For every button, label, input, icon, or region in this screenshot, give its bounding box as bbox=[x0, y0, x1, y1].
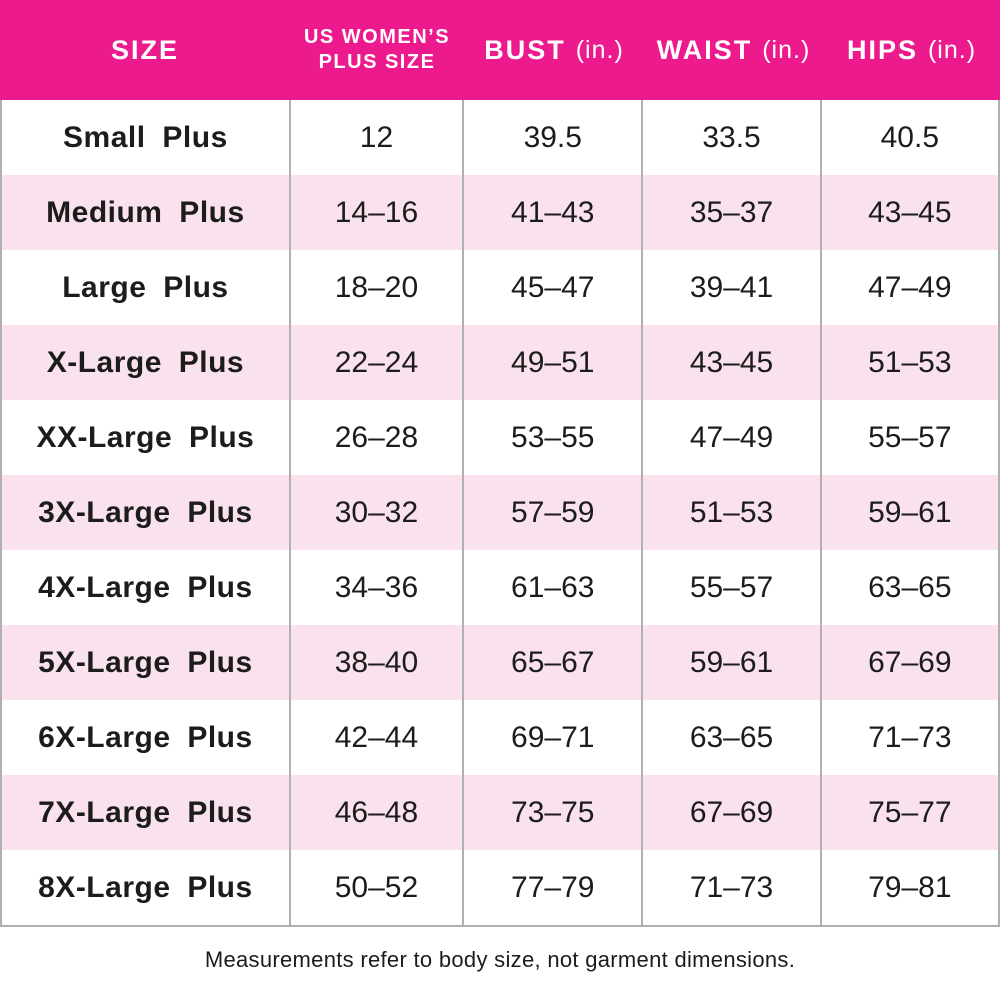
column-header-unit: (in.) bbox=[927, 35, 977, 64]
cell-waist: 35–37 bbox=[643, 175, 822, 250]
cell-size: 3X-Large Plus bbox=[2, 475, 291, 550]
column-header-label: SIZE bbox=[110, 34, 179, 65]
cell-hips: 51–53 bbox=[868, 345, 952, 379]
table-row: X-Large Plus 22–24 49–51 43–45 51–53 bbox=[2, 325, 998, 400]
cell-waist: 39–41 bbox=[643, 250, 822, 325]
column-header-unit: (in.) bbox=[575, 35, 624, 64]
table-row: Small Plus 12 39.5 33.5 40.5 bbox=[2, 100, 998, 175]
cell-bust: 61–63 bbox=[464, 550, 644, 625]
table-header-row: SIZE US WOMEN’S PLUS SIZE BUST (in.) WAIST (i… bbox=[0, 0, 1000, 100]
cell-bust: 77–79 bbox=[464, 850, 644, 925]
cell-hips: 55–57 bbox=[868, 420, 952, 454]
cell-size: 8X-Large Plus bbox=[2, 850, 291, 925]
cell-hips: 71–73 bbox=[868, 720, 952, 754]
cell-us-womens-plus-size: 22–24 bbox=[291, 325, 465, 400]
cell-waist: 71–73 bbox=[643, 850, 822, 925]
column-header-unit: (in.) bbox=[762, 35, 811, 64]
column-header-label: HIPS bbox=[846, 34, 918, 65]
column-header-size: SIZE bbox=[0, 0, 290, 100]
cell-hips: 63–65 bbox=[868, 570, 952, 604]
cell-us-womens-plus-size: 46–48 bbox=[291, 775, 465, 850]
cell-size: 5X-Large Plus bbox=[2, 625, 291, 700]
cell-size: 4X-Large Plus bbox=[2, 550, 291, 625]
cell-bust: 49–51 bbox=[464, 325, 644, 400]
cell-us-womens-plus-size: 50–52 bbox=[291, 850, 465, 925]
cell-us-womens-plus-size: 30–32 bbox=[291, 475, 465, 550]
cell-us-womens-plus-size: 38–40 bbox=[291, 625, 465, 700]
table-row: 4X-Large Plus 34–36 61–63 55–57 63–65 bbox=[2, 550, 998, 625]
table-row: 6X-Large Plus 42–44 69–71 63–65 71–73 bbox=[2, 700, 998, 775]
column-header-label: BUST bbox=[484, 34, 566, 65]
cell-waist: 63–65 bbox=[643, 700, 822, 775]
cell-waist: 47–49 bbox=[643, 400, 822, 475]
cell-us-womens-plus-size: 26–28 bbox=[291, 400, 465, 475]
column-header-us-womens-plus-size: US WOMEN’S PLUS SIZE bbox=[290, 0, 464, 100]
column-header-label: WAIST bbox=[656, 34, 753, 65]
table-body: Small Plus 12 39.5 33.5 40.5 Medium Plus 14–16… bbox=[0, 100, 1000, 927]
table-row: 8X-Large Plus 50–52 77–79 71–73 79–81 bbox=[2, 850, 998, 925]
footnote: Measurements refer to body size, not gar… bbox=[204, 947, 796, 972]
cell-size: X-Large Plus bbox=[2, 325, 291, 400]
cell-size: XX-Large Plus bbox=[2, 400, 291, 475]
cell-bust: 69–71 bbox=[464, 700, 644, 775]
cell-waist: 43–45 bbox=[643, 325, 822, 400]
cell-size: 7X-Large Plus bbox=[2, 775, 291, 850]
cell-bust: 45–47 bbox=[464, 250, 644, 325]
cell-size: Large Plus bbox=[2, 250, 291, 325]
cell-bust: 65–67 bbox=[464, 625, 644, 700]
table-row: Large Plus 18–20 45–47 39–41 47–49 bbox=[2, 250, 998, 325]
cell-hips: 43–45 bbox=[868, 195, 952, 229]
cell-hips: 40.5 bbox=[880, 120, 939, 154]
cell-hips: 67–69 bbox=[868, 645, 952, 679]
column-header-bust: BUST (in.) bbox=[464, 0, 644, 100]
cell-waist: 55–57 bbox=[643, 550, 822, 625]
cell-waist: 33.5 bbox=[643, 100, 822, 175]
cell-bust: 53–55 bbox=[464, 400, 644, 475]
column-header-label: US WOMEN’S PLUS SIZE bbox=[303, 26, 451, 73]
cell-bust: 73–75 bbox=[464, 775, 644, 850]
cell-us-womens-plus-size: 34–36 bbox=[291, 550, 465, 625]
table-row: Medium Plus 14–16 41–43 35–37 43–45 bbox=[2, 175, 998, 250]
cell-hips: 47–49 bbox=[868, 270, 952, 304]
cell-waist: 67–69 bbox=[643, 775, 822, 850]
table-row: 5X-Large Plus 38–40 65–67 59–61 67–69 bbox=[2, 625, 998, 700]
table-row: 3X-Large Plus 30–32 57–59 51–53 59–61 bbox=[2, 475, 998, 550]
cell-bust: 39.5 bbox=[464, 100, 644, 175]
cell-size: 6X-Large Plus bbox=[2, 700, 291, 775]
cell-hips: 59–61 bbox=[868, 495, 952, 529]
cell-us-womens-plus-size: 12 bbox=[291, 100, 465, 175]
cell-waist: 51–53 bbox=[643, 475, 822, 550]
cell-bust: 57–59 bbox=[464, 475, 644, 550]
cell-size: Medium Plus bbox=[2, 175, 291, 250]
cell-waist: 59–61 bbox=[643, 625, 822, 700]
cell-us-womens-plus-size: 14–16 bbox=[291, 175, 465, 250]
cell-bust: 41–43 bbox=[464, 175, 644, 250]
table-row: XX-Large Plus 26–28 53–55 47–49 55–57 bbox=[2, 400, 998, 475]
cell-us-womens-plus-size: 18–20 bbox=[291, 250, 465, 325]
column-header-waist: WAIST (in.) bbox=[644, 0, 823, 100]
cell-size: Small Plus bbox=[2, 100, 291, 175]
cell-us-womens-plus-size: 42–44 bbox=[291, 700, 465, 775]
column-header-hips: HIPS (in.) bbox=[823, 0, 1000, 100]
cell-hips: 79–81 bbox=[868, 870, 952, 904]
table-row: 7X-Large Plus 46–48 73–75 67–69 75–77 bbox=[2, 775, 998, 850]
cell-hips: 75–77 bbox=[868, 795, 952, 829]
